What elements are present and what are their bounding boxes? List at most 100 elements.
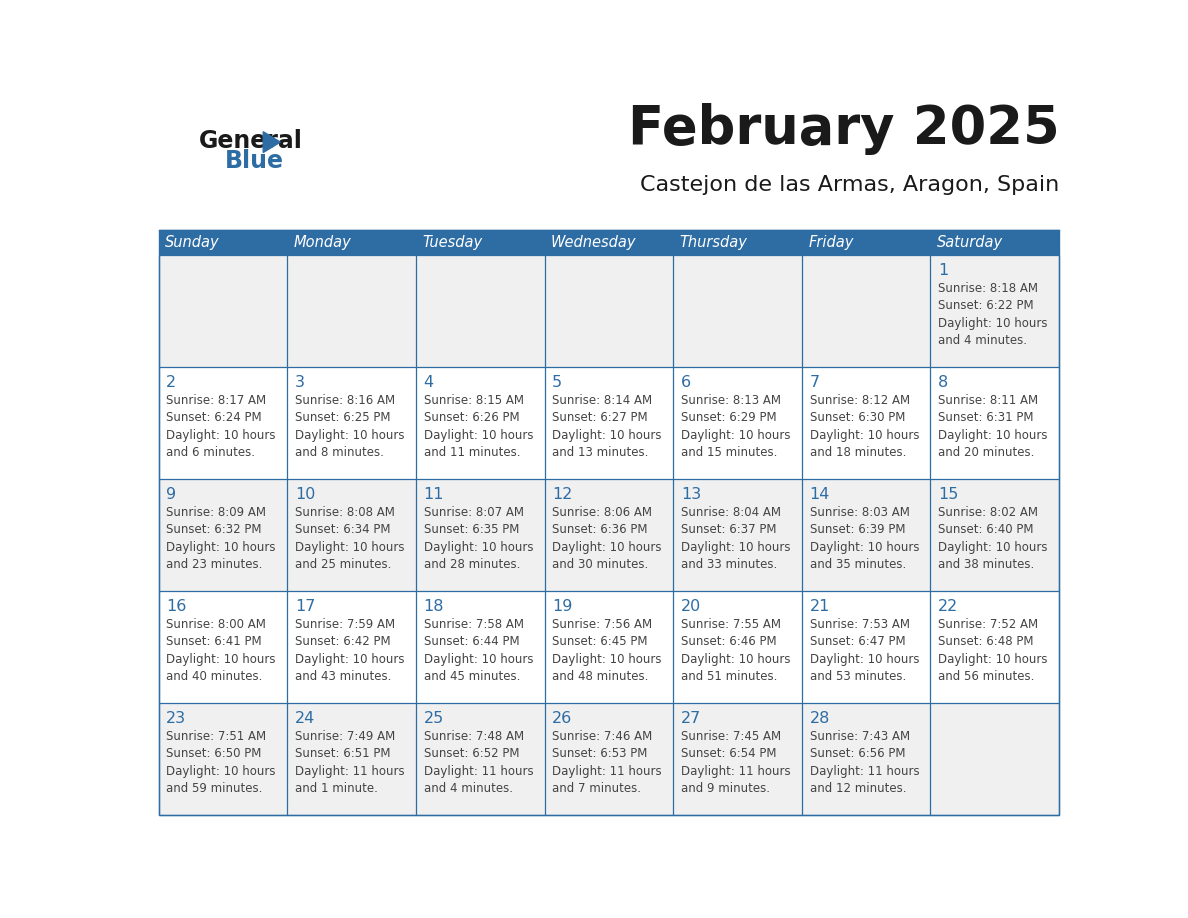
Bar (544, 255, 674, 367)
Text: Sunrise: 8:08 AM
Sunset: 6:34 PM
Daylight: 10 hours
and 25 minutes.: Sunrise: 8:08 AM Sunset: 6:34 PM Dayligh… (295, 506, 404, 571)
Text: 22: 22 (939, 599, 959, 613)
Text: Sunrise: 7:56 AM
Sunset: 6:45 PM
Daylight: 10 hours
and 48 minutes.: Sunrise: 7:56 AM Sunset: 6:45 PM Dayligh… (552, 618, 662, 683)
Text: 28: 28 (809, 711, 830, 725)
Text: Thursday: Thursday (680, 235, 747, 250)
Bar (544, 230, 674, 255)
Bar (158, 230, 287, 255)
Text: Sunrise: 7:59 AM
Sunset: 6:42 PM
Daylight: 10 hours
and 43 minutes.: Sunrise: 7:59 AM Sunset: 6:42 PM Dayligh… (295, 618, 404, 683)
Bar (416, 255, 544, 367)
Text: 2: 2 (166, 375, 177, 390)
Text: Sunrise: 8:17 AM
Sunset: 6:24 PM
Daylight: 10 hours
and 6 minutes.: Sunrise: 8:17 AM Sunset: 6:24 PM Dayligh… (166, 394, 276, 459)
Text: Sunrise: 7:58 AM
Sunset: 6:44 PM
Daylight: 10 hours
and 45 minutes.: Sunrise: 7:58 AM Sunset: 6:44 PM Dayligh… (424, 618, 533, 683)
Bar (158, 230, 1060, 814)
Text: 14: 14 (809, 487, 830, 501)
Text: 26: 26 (552, 711, 573, 725)
Bar (287, 703, 416, 814)
Text: Sunrise: 7:52 AM
Sunset: 6:48 PM
Daylight: 10 hours
and 56 minutes.: Sunrise: 7:52 AM Sunset: 6:48 PM Dayligh… (939, 618, 1048, 683)
Text: Sunrise: 8:06 AM
Sunset: 6:36 PM
Daylight: 10 hours
and 30 minutes.: Sunrise: 8:06 AM Sunset: 6:36 PM Dayligh… (552, 506, 662, 571)
Bar (544, 479, 674, 591)
Bar (416, 479, 544, 591)
Text: Sunrise: 7:55 AM
Sunset: 6:46 PM
Daylight: 10 hours
and 51 minutes.: Sunrise: 7:55 AM Sunset: 6:46 PM Dayligh… (681, 618, 790, 683)
Text: Sunrise: 8:09 AM
Sunset: 6:32 PM
Daylight: 10 hours
and 23 minutes.: Sunrise: 8:09 AM Sunset: 6:32 PM Dayligh… (166, 506, 276, 571)
Text: 19: 19 (552, 599, 573, 613)
Text: 25: 25 (424, 711, 444, 725)
Text: 23: 23 (166, 711, 187, 725)
Text: Sunrise: 7:45 AM
Sunset: 6:54 PM
Daylight: 11 hours
and 9 minutes.: Sunrise: 7:45 AM Sunset: 6:54 PM Dayligh… (681, 730, 790, 795)
Text: 21: 21 (809, 599, 830, 613)
Text: 24: 24 (295, 711, 315, 725)
Text: Sunrise: 7:49 AM
Sunset: 6:51 PM
Daylight: 11 hours
and 1 minute.: Sunrise: 7:49 AM Sunset: 6:51 PM Dayligh… (295, 730, 405, 795)
Text: 9: 9 (166, 487, 177, 501)
Text: 10: 10 (295, 487, 315, 501)
Bar (674, 703, 802, 814)
Bar (674, 479, 802, 591)
Text: 27: 27 (681, 711, 701, 725)
Bar (674, 230, 802, 255)
Text: 13: 13 (681, 487, 701, 501)
Bar (416, 703, 544, 814)
Text: Sunrise: 7:48 AM
Sunset: 6:52 PM
Daylight: 11 hours
and 4 minutes.: Sunrise: 7:48 AM Sunset: 6:52 PM Dayligh… (424, 730, 533, 795)
Text: Monday: Monday (293, 235, 352, 250)
Text: Tuesday: Tuesday (422, 235, 482, 250)
Bar (416, 591, 544, 703)
Text: Castejon de las Armas, Aragon, Spain: Castejon de las Armas, Aragon, Spain (640, 174, 1060, 195)
Bar (287, 230, 416, 255)
Text: 12: 12 (552, 487, 573, 501)
Text: 1: 1 (939, 263, 948, 278)
Polygon shape (264, 131, 280, 152)
Text: Wednesday: Wednesday (551, 235, 637, 250)
Text: Sunrise: 8:15 AM
Sunset: 6:26 PM
Daylight: 10 hours
and 11 minutes.: Sunrise: 8:15 AM Sunset: 6:26 PM Dayligh… (424, 394, 533, 459)
Text: General: General (198, 129, 303, 152)
Text: 5: 5 (552, 375, 562, 390)
Bar (287, 479, 416, 591)
Bar (930, 479, 1060, 591)
Text: 11: 11 (424, 487, 444, 501)
Text: Sunrise: 7:53 AM
Sunset: 6:47 PM
Daylight: 10 hours
and 53 minutes.: Sunrise: 7:53 AM Sunset: 6:47 PM Dayligh… (809, 618, 920, 683)
Text: 20: 20 (681, 599, 701, 613)
Text: 8: 8 (939, 375, 948, 390)
Bar (544, 367, 674, 479)
Text: Sunrise: 8:03 AM
Sunset: 6:39 PM
Daylight: 10 hours
and 35 minutes.: Sunrise: 8:03 AM Sunset: 6:39 PM Dayligh… (809, 506, 920, 571)
Text: Sunrise: 7:51 AM
Sunset: 6:50 PM
Daylight: 10 hours
and 59 minutes.: Sunrise: 7:51 AM Sunset: 6:50 PM Dayligh… (166, 730, 276, 795)
Text: February 2025: February 2025 (627, 103, 1060, 155)
Text: Sunrise: 7:46 AM
Sunset: 6:53 PM
Daylight: 11 hours
and 7 minutes.: Sunrise: 7:46 AM Sunset: 6:53 PM Dayligh… (552, 730, 662, 795)
Text: Sunrise: 8:00 AM
Sunset: 6:41 PM
Daylight: 10 hours
and 40 minutes.: Sunrise: 8:00 AM Sunset: 6:41 PM Dayligh… (166, 618, 276, 683)
Bar (158, 703, 287, 814)
Bar (802, 479, 930, 591)
Bar (674, 591, 802, 703)
Text: 18: 18 (424, 599, 444, 613)
Bar (544, 591, 674, 703)
Text: 4: 4 (424, 375, 434, 390)
Text: 3: 3 (295, 375, 305, 390)
Bar (930, 591, 1060, 703)
Text: 16: 16 (166, 599, 187, 613)
Text: Blue: Blue (226, 150, 284, 174)
Bar (287, 591, 416, 703)
Bar (802, 230, 930, 255)
Bar (416, 367, 544, 479)
Text: 7: 7 (809, 375, 820, 390)
Text: Friday: Friday (808, 235, 854, 250)
Bar (930, 703, 1060, 814)
Text: Sunrise: 8:18 AM
Sunset: 6:22 PM
Daylight: 10 hours
and 4 minutes.: Sunrise: 8:18 AM Sunset: 6:22 PM Dayligh… (939, 282, 1048, 347)
Text: 15: 15 (939, 487, 959, 501)
Bar (674, 367, 802, 479)
Text: Sunrise: 8:02 AM
Sunset: 6:40 PM
Daylight: 10 hours
and 38 minutes.: Sunrise: 8:02 AM Sunset: 6:40 PM Dayligh… (939, 506, 1048, 571)
Bar (544, 703, 674, 814)
Bar (802, 367, 930, 479)
Bar (287, 255, 416, 367)
Bar (930, 230, 1060, 255)
Text: 6: 6 (681, 375, 691, 390)
Text: Sunday: Sunday (165, 235, 220, 250)
Text: Sunrise: 8:14 AM
Sunset: 6:27 PM
Daylight: 10 hours
and 13 minutes.: Sunrise: 8:14 AM Sunset: 6:27 PM Dayligh… (552, 394, 662, 459)
Bar (416, 230, 544, 255)
Text: Sunrise: 8:04 AM
Sunset: 6:37 PM
Daylight: 10 hours
and 33 minutes.: Sunrise: 8:04 AM Sunset: 6:37 PM Dayligh… (681, 506, 790, 571)
Text: Sunrise: 8:12 AM
Sunset: 6:30 PM
Daylight: 10 hours
and 18 minutes.: Sunrise: 8:12 AM Sunset: 6:30 PM Dayligh… (809, 394, 920, 459)
Bar (287, 367, 416, 479)
Bar (158, 367, 287, 479)
Bar (802, 255, 930, 367)
Bar (158, 591, 287, 703)
Bar (674, 255, 802, 367)
Bar (158, 479, 287, 591)
Text: Sunrise: 8:07 AM
Sunset: 6:35 PM
Daylight: 10 hours
and 28 minutes.: Sunrise: 8:07 AM Sunset: 6:35 PM Dayligh… (424, 506, 533, 571)
